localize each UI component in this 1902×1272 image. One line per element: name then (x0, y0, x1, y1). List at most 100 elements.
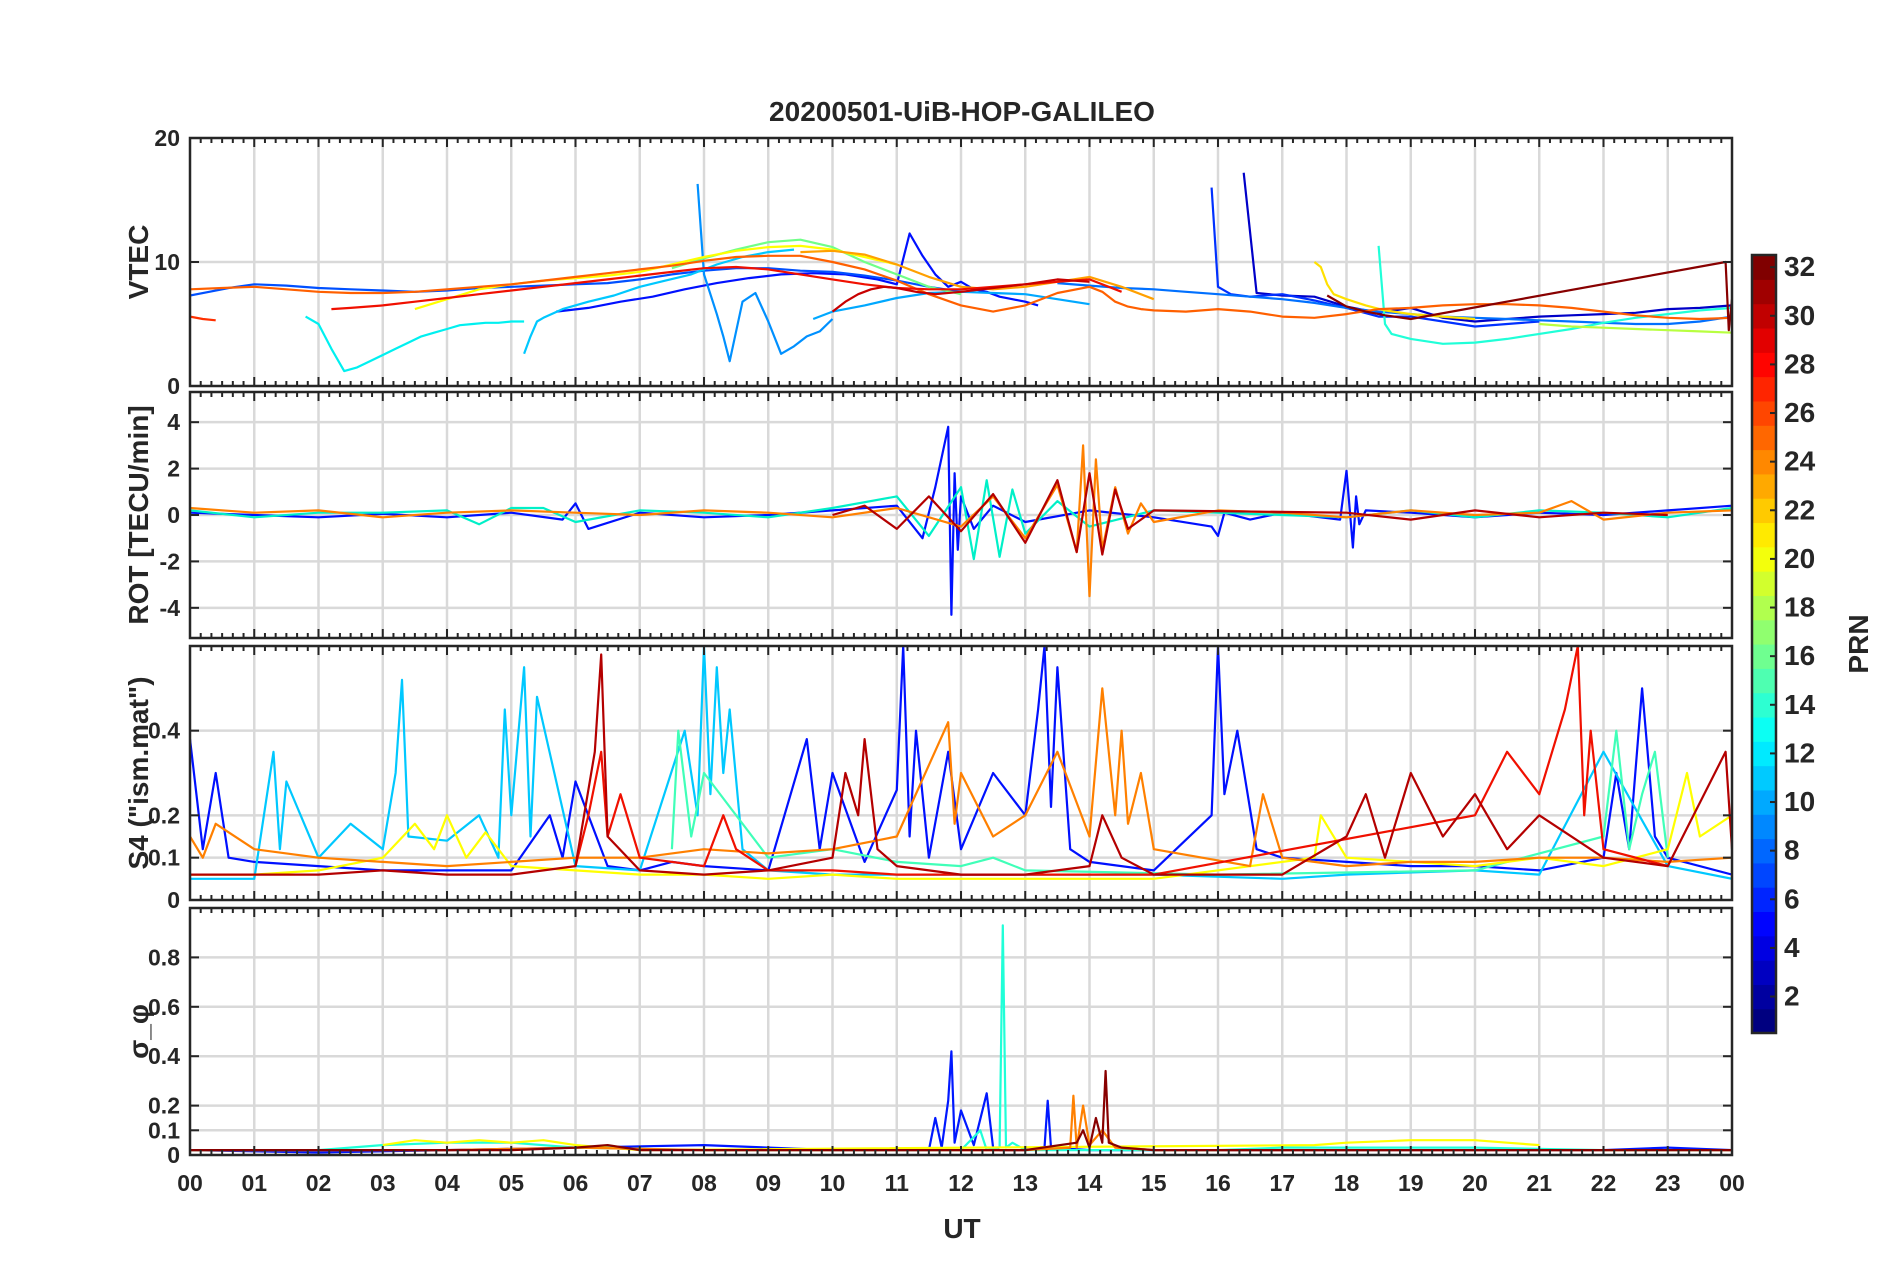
grid-vtec (190, 138, 1732, 386)
colorbar-segment (1752, 814, 1776, 840)
y-tick-label: 0 (167, 373, 180, 399)
x-tick-label: 13 (1012, 1170, 1038, 1196)
panel-s4: 0 0.1 0.2 0.4S4 ("ism.mat") (123, 644, 1734, 913)
series-prn-15 (670, 729, 1669, 876)
series-prn-28 (331, 265, 1122, 311)
colorbar-tick-label: 8 (1784, 835, 1800, 866)
x-tick-label: 08 (691, 1170, 717, 1196)
y-tick-label: 0.6 (148, 994, 180, 1020)
colorbar-tick-label: 18 (1784, 592, 1815, 623)
colorbar-segment (1752, 473, 1776, 499)
x-tick-label: 09 (755, 1170, 781, 1196)
y-tick-label: 0.1 (148, 1117, 180, 1143)
colorbar-segment (1752, 668, 1776, 694)
colorbar-segment (1752, 862, 1776, 888)
y-axis-title-s4: S4 ("ism.mat") (123, 676, 154, 869)
series-group-s4 (190, 646, 1732, 880)
x-tick-label: 18 (1334, 1170, 1360, 1196)
ticks-sigma-phi (190, 908, 1732, 1156)
colorbar-tick-label: 22 (1784, 494, 1815, 525)
series-prn-13 (1377, 245, 1732, 345)
x-tick-label: 02 (306, 1170, 332, 1196)
colorbar-tick-label: 4 (1784, 932, 1800, 963)
panel-rot: -4 -2 0 2 4 ROT [TECU/min] (123, 390, 1734, 640)
series-prn-31 (190, 653, 1732, 876)
series-prn-31 (832, 472, 1668, 556)
chart-title: 20200501-UiB-HOP-GALILEO (769, 96, 1155, 127)
x-tick-label: 05 (498, 1170, 524, 1196)
series-group-vtec (190, 172, 1732, 373)
y-tick-label: 0.4 (148, 1043, 180, 1069)
y-tick-label: 0.2 (148, 802, 180, 828)
colorbar-tick-label: 28 (1784, 348, 1815, 379)
colorbar-segment (1752, 522, 1776, 548)
series-prn-24 (190, 444, 1732, 598)
series-prn-10 (190, 646, 1732, 880)
x-tick-label: 14 (1077, 1170, 1103, 1196)
y-tick-label: 0 (167, 887, 180, 913)
colorbar-segment (1752, 425, 1776, 451)
x-tick-label: 22 (1591, 1170, 1617, 1196)
ticks-rot (190, 392, 1732, 638)
series-prn-30 (831, 278, 1090, 313)
x-tick-label: 17 (1269, 1170, 1295, 1196)
series-prn-2 (190, 646, 1732, 876)
x-tick-label: 23 (1655, 1170, 1681, 1196)
panel-sigma-phi: 00.10.2 0.4 0.6 0.8 σ_φ (123, 906, 1734, 1168)
y-tick-label: -2 (160, 548, 180, 574)
series-prn-32 (1326, 260, 1732, 332)
x-tick-label: 06 (563, 1170, 589, 1196)
x-tick-label: 00 (1719, 1170, 1745, 1196)
colorbar-tick-label: 32 (1784, 251, 1815, 282)
panel-vtec: 0 10 20 VTEC (123, 125, 1734, 399)
series-prn-32 (190, 1069, 1732, 1152)
y-tick-label: 4 (167, 409, 180, 435)
x-tick-label: 03 (370, 1170, 396, 1196)
x-tick-label: 16 (1205, 1170, 1231, 1196)
x-tick-label: 07 (627, 1170, 653, 1196)
series-prn-13 (190, 924, 1732, 1152)
colorbar-tick-label: 12 (1784, 737, 1815, 768)
y-tick-label: 0 (167, 502, 180, 528)
x-tick-label: 10 (820, 1170, 846, 1196)
colorbar-segment (1752, 911, 1776, 937)
series-group-rot (190, 425, 1732, 616)
colorbar-segment (1752, 327, 1776, 353)
colorbar-tick-label: 10 (1784, 786, 1815, 817)
series-prn-27 (190, 315, 216, 322)
colorbar-segment (1752, 960, 1776, 985)
x-tick-label: 00 (177, 1170, 203, 1196)
x-axis-title: UT (943, 1213, 980, 1244)
x-tick-label: 04 (434, 1170, 460, 1196)
series-prn-28 (574, 646, 1669, 876)
colorbar-tick-label: 14 (1784, 689, 1816, 720)
ticks-s4 (190, 646, 1732, 901)
y-tick-label: 2 (167, 456, 180, 482)
series-prn-25 (190, 254, 1732, 321)
y-tick-label: -4 (160, 595, 181, 621)
colorbar-tick-label: 16 (1784, 640, 1815, 671)
y-tick-label: 0.8 (148, 944, 180, 970)
series-prn-10 (523, 248, 795, 355)
y-tick-label: 20 (154, 125, 180, 151)
x-tick-label: 11 (885, 1170, 910, 1196)
x-tick-label: 19 (1398, 1170, 1424, 1196)
series-prn-18 (1539, 322, 1732, 334)
colorbar-segment (1752, 1008, 1776, 1034)
grid-sigma-phi (190, 908, 1732, 1155)
x-tick-label: 20 (1462, 1170, 1488, 1196)
colorbar-segment (1752, 619, 1776, 645)
x-tick-label: 15 (1141, 1170, 1167, 1196)
colorbar-segment (1752, 765, 1776, 791)
y-axis-title-vtec: VTEC (123, 225, 154, 300)
y-tick-label: 0.2 (148, 1093, 180, 1119)
ticks-vtec (190, 137, 1732, 387)
colorbar-tick-label: 2 (1784, 981, 1800, 1012)
series-prn-12 (305, 315, 525, 373)
series-prn-2 (190, 425, 1732, 616)
colorbar-title: PRN (1843, 614, 1874, 673)
y-tick-label: 10 (154, 249, 180, 275)
